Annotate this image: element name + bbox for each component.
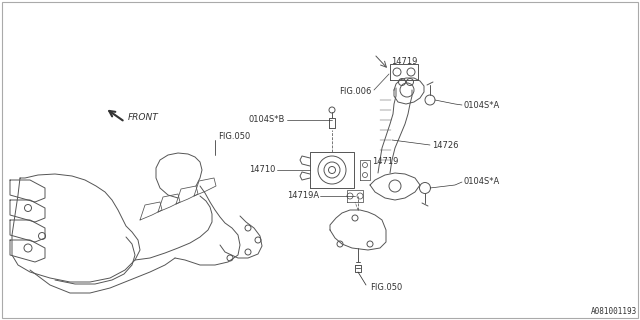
- Text: FRONT: FRONT: [128, 114, 159, 123]
- Text: FIG.050: FIG.050: [370, 284, 403, 292]
- Text: 0104S*B: 0104S*B: [248, 116, 285, 124]
- Text: 0104S*A: 0104S*A: [464, 100, 500, 109]
- Text: FIG.050: FIG.050: [218, 132, 250, 141]
- Text: 14710: 14710: [248, 165, 275, 174]
- Text: A081001193: A081001193: [591, 307, 637, 316]
- Text: 14719: 14719: [391, 57, 417, 66]
- Text: 14726: 14726: [432, 140, 458, 149]
- Text: 14719A: 14719A: [287, 191, 319, 201]
- Text: FIG.006: FIG.006: [340, 87, 372, 97]
- Text: 0104S*A: 0104S*A: [464, 178, 500, 187]
- Text: 14719: 14719: [372, 157, 398, 166]
